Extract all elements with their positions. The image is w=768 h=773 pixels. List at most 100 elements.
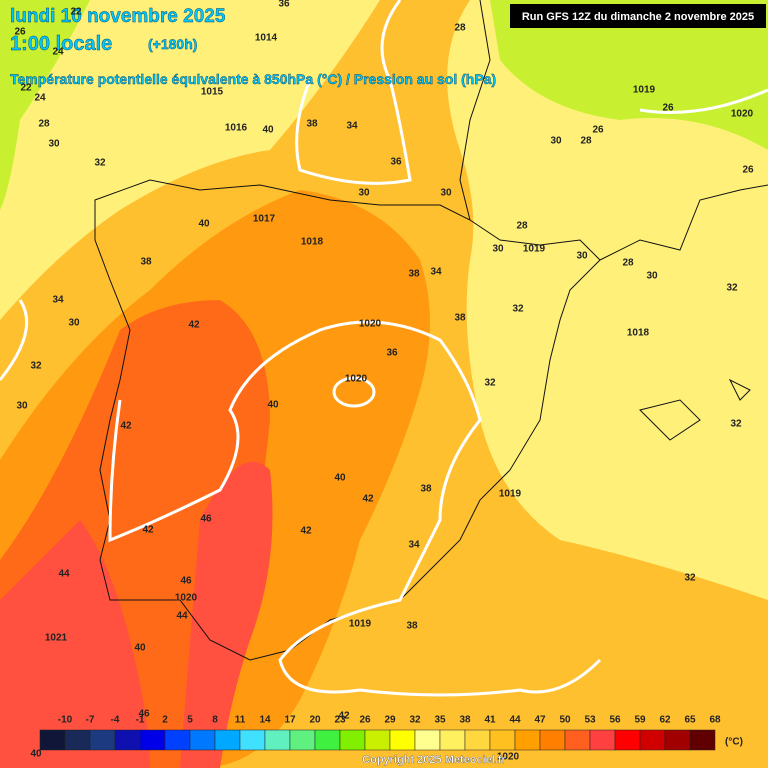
colorbar-tick-label: 17 [284, 715, 296, 726]
colorbar-tick-label: 53 [584, 715, 596, 726]
contour-label: 30 [48, 139, 60, 150]
colorbar-tick-label: 50 [559, 715, 571, 726]
colorbar-swatch [89, 729, 116, 751]
contour-label: 1020 [175, 593, 198, 604]
colorbar-tick-label: 5 [187, 715, 193, 726]
colorbar-tick-label: 68 [709, 715, 721, 726]
isobar [108, 320, 602, 697]
green-area [490, 0, 768, 150]
contour-label: 26 [742, 165, 754, 176]
contour-label: 36 [390, 157, 402, 168]
contour-label: 1020 [359, 319, 382, 330]
contour-label: 44 [58, 569, 70, 580]
contour-label: 38 [454, 313, 466, 324]
colorbar-swatch [564, 729, 591, 751]
colorbar-swatch [64, 729, 91, 751]
colorbar-tick-label: 8 [212, 715, 218, 726]
run-box [510, 4, 766, 28]
isobar [332, 376, 376, 408]
contour-label: 46 [200, 514, 212, 525]
colorbar-tick-label: 44 [509, 715, 521, 726]
contour-label: 22 [20, 83, 32, 94]
contour-label: 1020 [345, 374, 368, 385]
colorbar-swatch [414, 729, 441, 751]
contour-label: 36 [278, 0, 290, 10]
colorbar-swatch [489, 729, 516, 751]
contour-label: 32 [94, 158, 106, 169]
colorbar-swatch [464, 729, 491, 751]
colorbar-swatch [539, 729, 566, 751]
colorbar-tick-label: -1 [136, 715, 145, 726]
contour-label: 1021 [45, 633, 68, 644]
contour-label: 36 [386, 348, 398, 359]
contour-label: 40 [198, 219, 210, 230]
colorbar-swatch [364, 729, 391, 751]
colorbar-swatch [164, 729, 191, 751]
colorbar-tick-label: 38 [459, 715, 471, 726]
colorbar-swatch [289, 729, 316, 751]
contour-label: 30 [440, 188, 452, 199]
contour-label: 38 [420, 484, 432, 495]
colorbar-tick-label: 11 [235, 715, 246, 726]
colorbar-tick-label: 35 [434, 715, 446, 726]
contour-label: 28 [580, 136, 592, 147]
colorbar-tick-label: -4 [111, 715, 120, 726]
contour-label: 34 [52, 295, 64, 306]
contour-label: 1019 [499, 489, 522, 500]
contour-label: 30 [68, 318, 80, 329]
contour-label: 40 [334, 473, 346, 484]
contour-label: 30 [492, 244, 504, 255]
contour-label: 32 [726, 283, 738, 294]
contour-label: 38 [306, 119, 318, 130]
contour-label: 38 [408, 269, 420, 280]
contour-label: 28 [516, 221, 528, 232]
time: 1:00 locale [10, 33, 112, 55]
colorbar-swatch [264, 729, 291, 751]
contour-label: 1020 [497, 752, 520, 763]
contour-label: 40 [262, 125, 274, 136]
colorbar-swatch [664, 729, 691, 751]
colorbar-swatch [589, 729, 616, 751]
contour-label: 1019 [633, 85, 656, 96]
colorbar-swatch [689, 729, 716, 751]
contour-label: 1018 [627, 328, 650, 339]
contour-label: 1020 [731, 109, 754, 120]
contour-label: 46 [180, 576, 192, 587]
colorbar-swatch [139, 729, 166, 751]
contour-label: 40 [134, 643, 146, 654]
hottest-area [0, 461, 273, 768]
colorbar-swatch [189, 729, 216, 751]
colorbar-tick-label: 20 [309, 715, 321, 726]
contour-label: 42 [338, 711, 350, 722]
contour-label: 34 [430, 267, 442, 278]
run-label: Run GFS 12Z du dimanche 2 novembre 2025 [522, 11, 754, 23]
colorbar-tick-label: 41 [484, 715, 496, 726]
contour-label: 1014 [255, 33, 278, 44]
colorbar-swatch [639, 729, 666, 751]
contour-label: 30 [646, 271, 658, 282]
subtitle: Température potentielle équivalente à 85… [10, 71, 496, 87]
contour-label: 32 [30, 361, 42, 372]
contour-label: 1016 [225, 123, 248, 134]
colorbar-tick-label: 23 [334, 715, 346, 726]
contour-label: 40 [30, 749, 42, 760]
isobar [0, 88, 768, 381]
contour-label: 28 [454, 23, 466, 34]
contour-label: 32 [684, 573, 696, 584]
colorbar-tick-label: 56 [609, 715, 621, 726]
date: lundi 10 novembre 2025 [10, 6, 226, 27]
colorbar-swatch [389, 729, 416, 751]
colorbar-tick-label: 32 [409, 715, 421, 726]
contour-label: 42 [120, 421, 132, 432]
contour-label: 1017 [253, 214, 276, 225]
contour-label: 32 [730, 419, 742, 430]
colorbar-tick-label: 14 [259, 715, 271, 726]
contour-label: 30 [576, 251, 588, 262]
contour-label: 24 [52, 47, 64, 58]
lead-time: (+180h) [148, 36, 197, 52]
colorbar-swatch [314, 729, 341, 751]
colorbar-swatch [114, 729, 141, 751]
